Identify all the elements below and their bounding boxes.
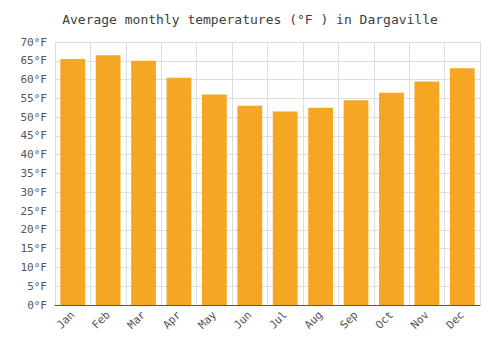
svg-text:Average monthly temperatures (: Average monthly temperatures (°F ) in Da… xyxy=(62,12,438,27)
svg-text:15°F: 15°F xyxy=(21,242,48,255)
svg-text:Dec: Dec xyxy=(444,308,467,331)
svg-text:Jun: Jun xyxy=(231,308,254,331)
svg-text:60°F: 60°F xyxy=(21,73,48,86)
svg-text:20°F: 20°F xyxy=(21,223,48,236)
svg-text:10°F: 10°F xyxy=(21,261,48,274)
svg-text:Sep: Sep xyxy=(337,308,360,331)
svg-text:Feb: Feb xyxy=(89,308,112,331)
svg-text:May: May xyxy=(196,308,219,331)
svg-text:30°F: 30°F xyxy=(21,186,48,199)
svg-text:5°F: 5°F xyxy=(27,280,47,293)
svg-text:35°F: 35°F xyxy=(21,167,48,180)
svg-text:40°F: 40°F xyxy=(21,148,48,161)
svg-text:50°F: 50°F xyxy=(21,111,48,124)
svg-text:0°F: 0°F xyxy=(27,299,47,312)
svg-text:Mar: Mar xyxy=(125,308,148,331)
svg-text:Aug: Aug xyxy=(302,308,325,331)
svg-text:65°F: 65°F xyxy=(21,54,48,67)
svg-text:Apr: Apr xyxy=(160,308,183,331)
svg-text:Oct: Oct xyxy=(373,308,396,331)
svg-text:Jan: Jan xyxy=(54,308,77,331)
svg-text:55°F: 55°F xyxy=(21,92,48,105)
svg-text:70°F: 70°F xyxy=(21,36,48,49)
svg-text:45°F: 45°F xyxy=(21,129,48,142)
svg-text:Nov: Nov xyxy=(408,308,431,331)
svg-text:Jul: Jul xyxy=(267,308,290,331)
svg-text:25°F: 25°F xyxy=(21,205,48,218)
